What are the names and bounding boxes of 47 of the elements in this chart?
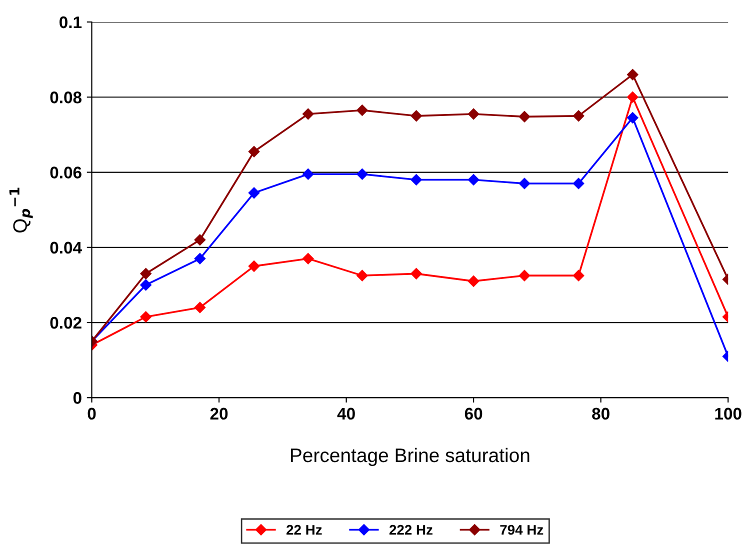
point xyxy=(410,268,422,280)
point xyxy=(140,311,152,322)
point xyxy=(468,174,480,186)
point xyxy=(518,111,530,122)
x-axis-title: Percentage Brine saturation xyxy=(291,448,530,466)
point xyxy=(140,279,152,291)
point xyxy=(140,268,152,280)
x-tick-label: 20 xyxy=(210,408,228,420)
x-tick-label: 100 xyxy=(715,408,742,420)
x-tick-label: 60 xyxy=(464,408,482,420)
point xyxy=(194,253,206,264)
x-tick-label: 40 xyxy=(337,408,355,420)
legend-label: 794 Hz xyxy=(500,524,544,535)
y-tick-label: 0.08 xyxy=(50,92,82,104)
x-tick-label: 0 xyxy=(88,408,96,420)
legend-label: 22 Hz xyxy=(286,524,322,535)
point xyxy=(410,174,422,186)
point xyxy=(302,108,314,120)
point xyxy=(302,168,314,180)
point xyxy=(356,270,368,282)
point xyxy=(572,110,584,122)
y-tick-label: 0.02 xyxy=(50,316,82,329)
y-axis-title: Q$_{p}$$^{−1}$ xyxy=(9,188,33,233)
y-tick-label: 0.04 xyxy=(50,242,82,254)
y-tick-label: 0 xyxy=(73,392,82,404)
point xyxy=(302,253,314,264)
y-tick-label: 0.1 xyxy=(60,16,82,28)
y-tick-label: 0.06 xyxy=(50,166,82,178)
point xyxy=(468,108,480,120)
point xyxy=(518,178,530,190)
point xyxy=(627,112,638,124)
point xyxy=(572,270,584,282)
point xyxy=(194,234,206,246)
legend-label: 222 Hz xyxy=(389,524,432,535)
point xyxy=(410,110,422,122)
point xyxy=(627,68,638,80)
point xyxy=(518,270,530,282)
point xyxy=(627,92,638,103)
point xyxy=(468,276,480,287)
point xyxy=(572,178,584,190)
point xyxy=(248,260,260,272)
point xyxy=(356,168,368,180)
x-tick-label: 80 xyxy=(592,408,610,420)
point xyxy=(248,187,260,199)
point xyxy=(194,302,206,314)
point xyxy=(248,146,260,158)
point xyxy=(356,104,368,116)
